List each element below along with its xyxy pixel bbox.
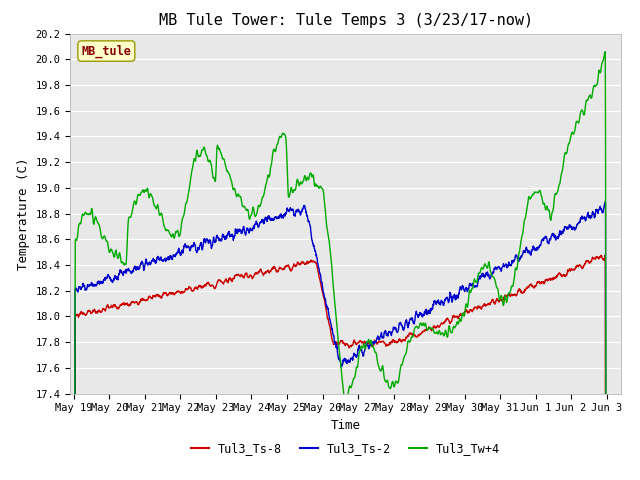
Legend: Tul3_Ts-8, Tul3_Ts-2, Tul3_Tw+4: Tul3_Ts-8, Tul3_Ts-2, Tul3_Tw+4 — [186, 437, 505, 460]
Title: MB Tule Tower: Tule Temps 3 (3/23/17-now): MB Tule Tower: Tule Temps 3 (3/23/17-now… — [159, 13, 532, 28]
Text: MB_tule: MB_tule — [81, 44, 131, 58]
Y-axis label: Temperature (C): Temperature (C) — [17, 157, 30, 270]
X-axis label: Time: Time — [331, 419, 360, 432]
